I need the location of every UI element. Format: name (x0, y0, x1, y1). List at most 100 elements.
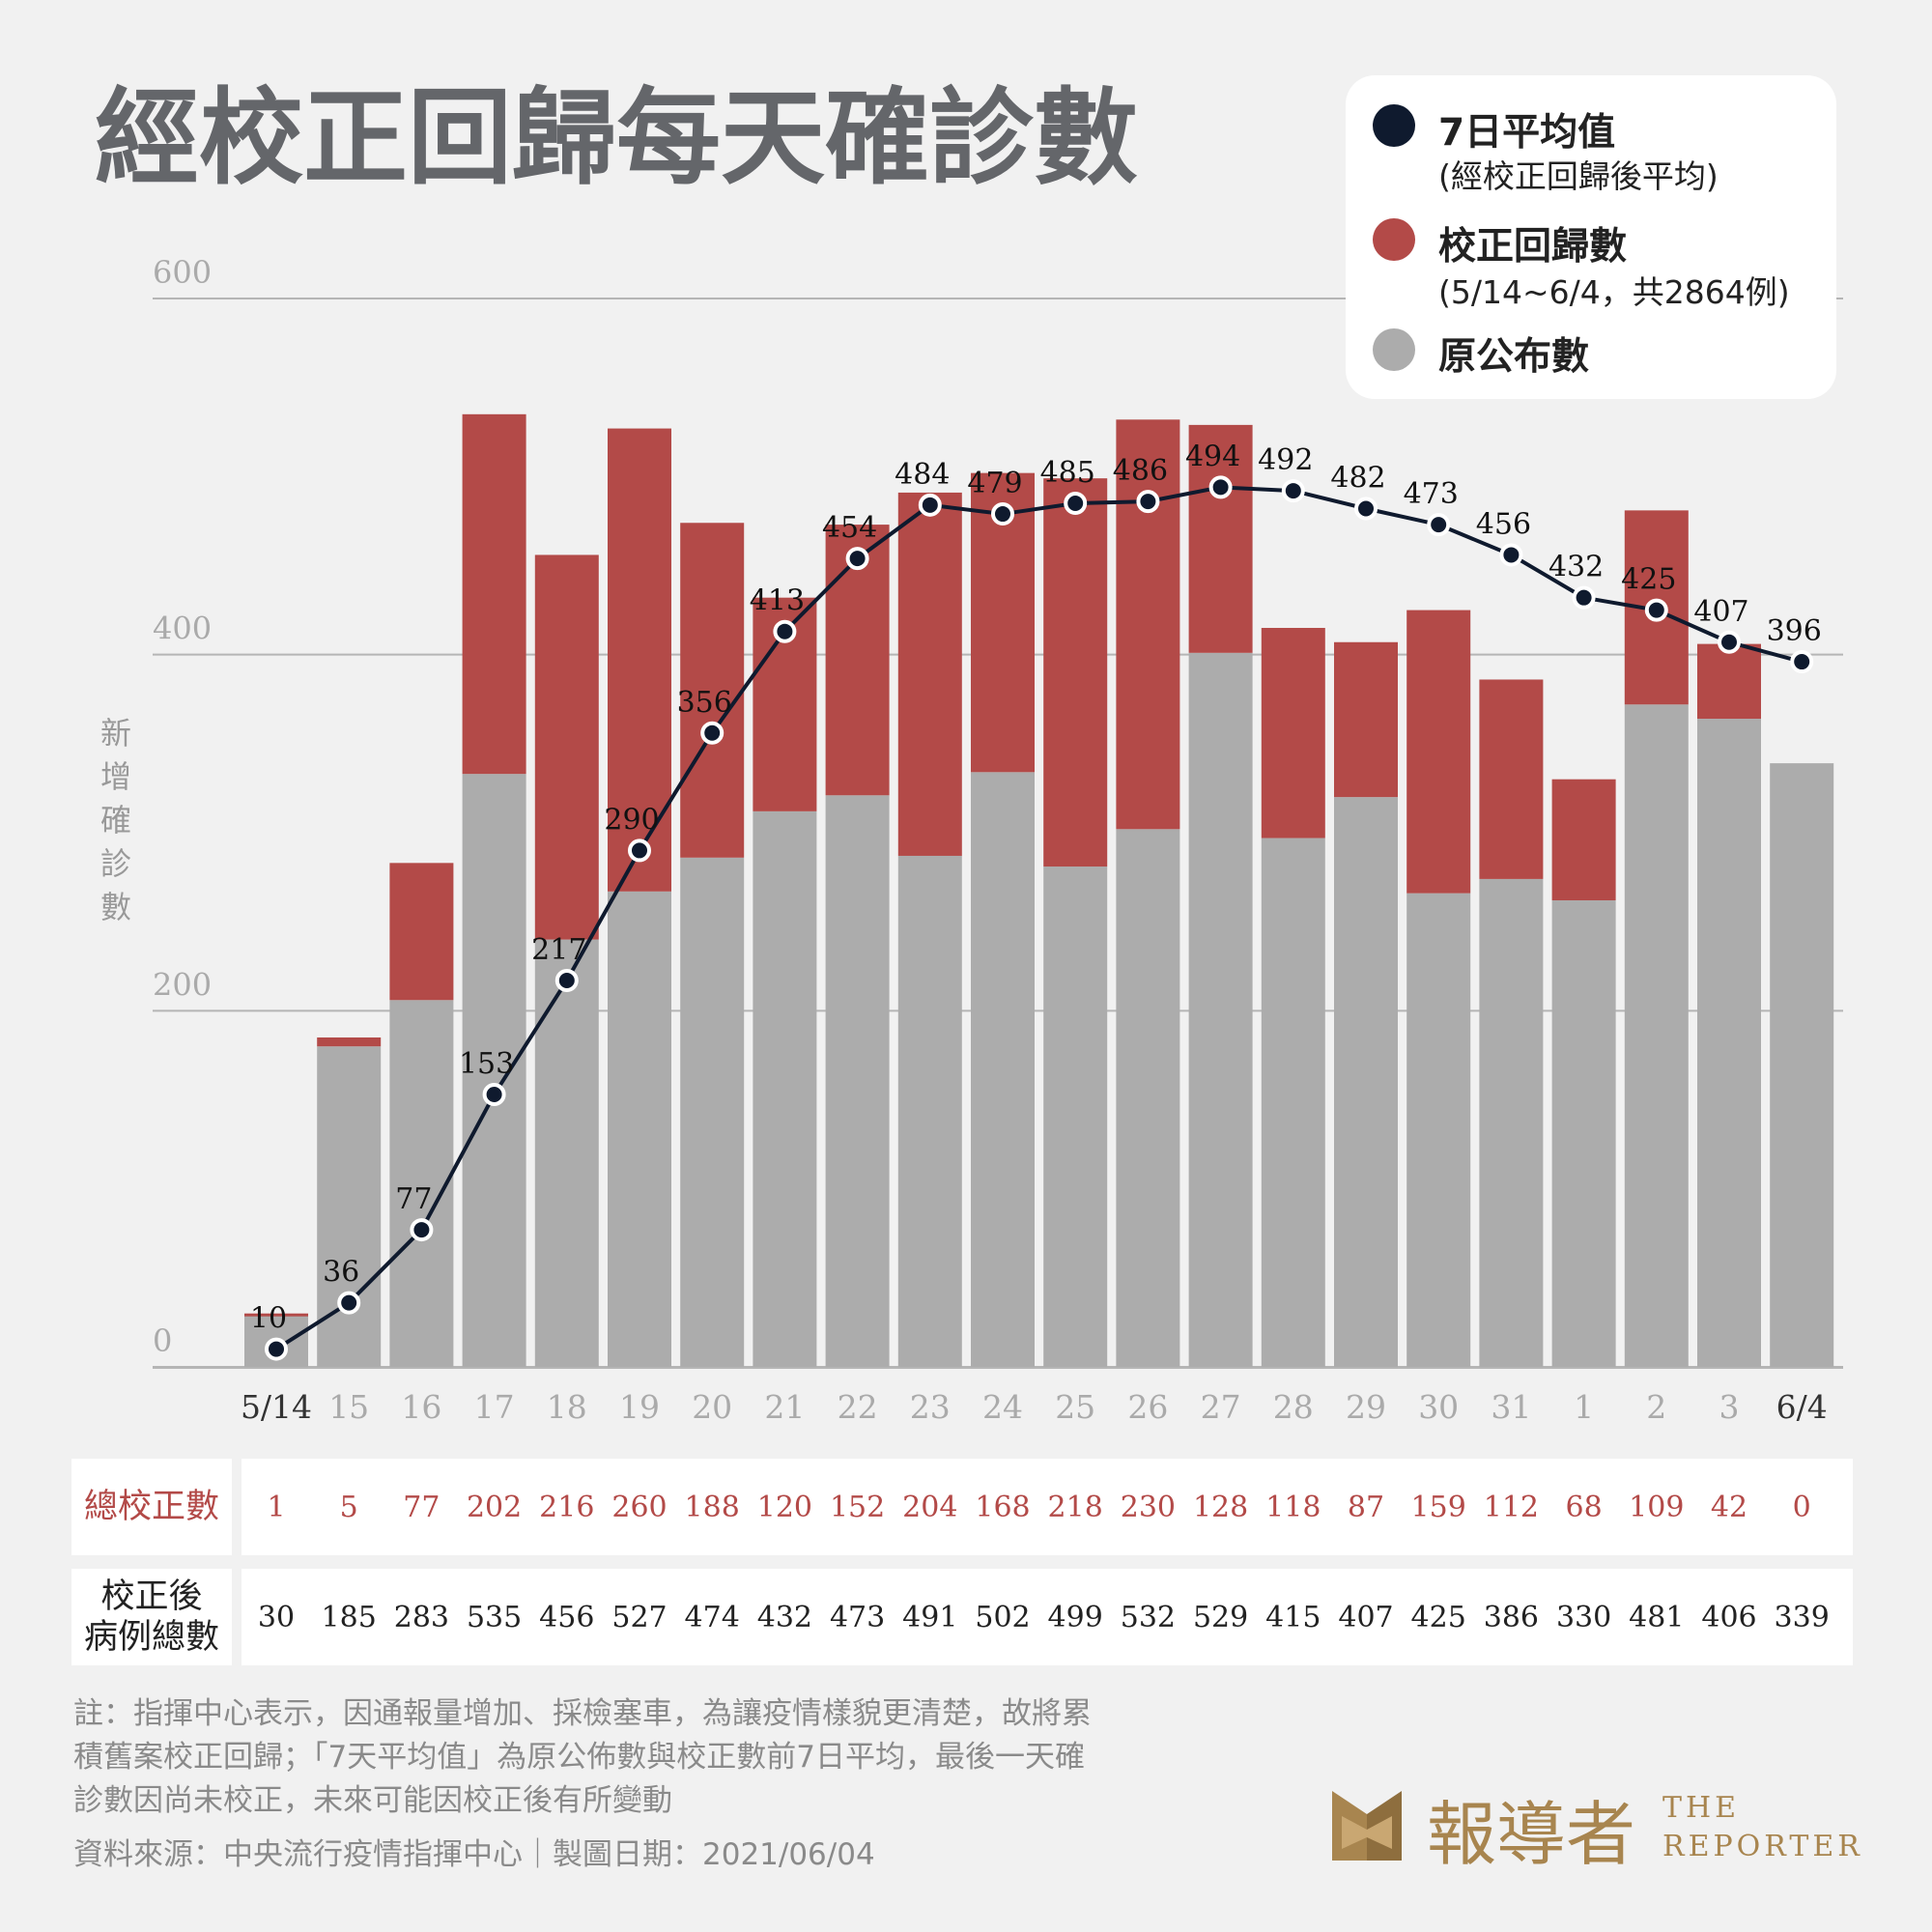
table-cell-backlog: 168 (975, 1490, 1031, 1524)
bar-original (389, 1000, 454, 1367)
x-tick-label: 27 (1201, 1388, 1241, 1426)
table-row-backlog: 總校正數 1 5 77 202 216 260 188 120 152 204 168 218 230 1… (71, 1459, 1853, 1555)
bar-backlog (462, 413, 526, 775)
y-axis: 0 200 400 600 (153, 254, 212, 1359)
avg-point (845, 547, 869, 571)
table-cell-total: 499 (1047, 1600, 1103, 1634)
avg-data-label: 456 (1476, 507, 1531, 541)
x-tick-label: 16 (401, 1388, 441, 1426)
table-cell-total: 283 (393, 1600, 450, 1634)
x-tick-label: 5/14 (241, 1388, 312, 1426)
row-head-total-line2: 病例總數 (83, 1618, 219, 1657)
table-cell-total: 481 (1629, 1600, 1685, 1634)
footnote-line: 積舊案校正回歸；「7天平均值」為原公佈數與校正數前7日平均，最後一天確 (73, 1740, 1085, 1775)
avg-data-label: 494 (1185, 440, 1240, 473)
avg-point (991, 502, 1014, 526)
table-cell-backlog: 120 (756, 1490, 813, 1524)
table-cell-backlog: 77 (403, 1490, 440, 1524)
x-tick-label: 3 (1719, 1388, 1740, 1426)
avg-point (1354, 497, 1378, 521)
bar-original (1770, 763, 1834, 1367)
row-head-backlog: 總校正數 (71, 1459, 232, 1555)
table-cell-backlog: 260 (611, 1490, 668, 1524)
table-cell-backlog: 5 (339, 1490, 358, 1524)
avg-data-label: 10 (250, 1302, 287, 1336)
x-tick-label: 24 (982, 1388, 1023, 1426)
table-cell-backlog: 128 (1192, 1490, 1249, 1524)
table-row-total: 校正後 病例總數 30 185 283 535 456 527 474 432 473 491 50… (71, 1569, 1853, 1665)
avg-data-label: 36 (323, 1256, 359, 1290)
bar-backlog (534, 554, 599, 940)
table-cell-total: 30 (257, 1600, 296, 1634)
table-cell-backlog: 159 (1410, 1490, 1466, 1524)
avg-point (1136, 490, 1160, 514)
y-tick-label: 200 (153, 966, 212, 1003)
y-axis-label: 新增確診數 (100, 715, 131, 925)
avg-data-label: 485 (1040, 456, 1095, 490)
avg-line: 10 36 77 153 217 290 356 413 454 484 479 485 486 494 4… (250, 440, 1822, 1361)
x-tick-label: 19 (619, 1388, 660, 1426)
x-tick-label: 21 (764, 1388, 805, 1426)
avg-point (265, 1337, 288, 1361)
row-head-total: 校正後 病例總數 (71, 1569, 232, 1665)
bar-original (1697, 719, 1761, 1367)
x-tick-label: 31 (1491, 1388, 1531, 1426)
table-cell-total: 425 (1410, 1600, 1466, 1634)
avg-data-label: 407 (1693, 595, 1748, 629)
source-text: 資料來源：中央流行疫情指揮中心｜製圖日期：2021/06/04 (73, 1837, 875, 1872)
legend-dot-backlog-icon (1373, 218, 1415, 261)
y-tick-label: 600 (153, 254, 212, 291)
bar-backlog (680, 523, 745, 858)
table-cell-backlog: 109 (1629, 1490, 1685, 1524)
table-cell-total: 386 (1483, 1600, 1540, 1634)
avg-point (482, 1082, 506, 1106)
bar-original (1406, 893, 1471, 1367)
avg-data-label: 153 (459, 1047, 514, 1081)
bar-original (680, 857, 745, 1367)
x-tick-label: 26 (1127, 1388, 1168, 1426)
avg-data-label: 492 (1258, 443, 1313, 477)
bar-backlog (1334, 641, 1398, 798)
table-cell-backlog: 216 (539, 1490, 595, 1524)
x-tick-label: 18 (547, 1388, 587, 1426)
x-tick-label: 2 (1646, 1388, 1666, 1426)
bar-original (608, 891, 671, 1367)
table-cell-total: 406 (1701, 1600, 1757, 1634)
logo-en-the: THE (1662, 1791, 1741, 1825)
bar-original (534, 939, 599, 1367)
table-cell-total: 532 (1120, 1600, 1177, 1634)
bar-backlog (1551, 779, 1616, 901)
table-cell-backlog: 152 (829, 1490, 886, 1524)
avg-data-label: 482 (1330, 462, 1385, 496)
avg-data-label: 425 (1621, 563, 1676, 597)
bar-original (1551, 900, 1616, 1367)
y-tick-label: 400 (153, 611, 212, 647)
bar-backlog (1406, 610, 1471, 894)
x-tick-label: 25 (1055, 1388, 1095, 1426)
bar-backlog (1697, 643, 1761, 720)
logo-cn: 報導者 (1427, 1794, 1636, 1875)
avg-data-label: 290 (604, 803, 659, 837)
x-tick-label: 17 (474, 1388, 515, 1426)
avg-data-label: 454 (822, 511, 877, 545)
table-cell-total: 407 (1338, 1600, 1394, 1634)
chart-title: 經校正回歸每天確診數 (95, 78, 1138, 199)
avg-point (1790, 650, 1814, 674)
legend-label-original: 原公布數 (1438, 335, 1590, 379)
x-tick-label: 28 (1273, 1388, 1314, 1426)
table-cell-total: 474 (684, 1600, 740, 1634)
x-tick-label: 23 (910, 1388, 951, 1426)
table-cell-total: 535 (466, 1600, 523, 1634)
avg-data-label: 217 (531, 933, 586, 967)
bar-original (1116, 829, 1180, 1367)
avg-point (1644, 598, 1668, 622)
table-cell-total: 185 (321, 1600, 377, 1634)
bar-original (825, 795, 890, 1367)
x-tick-label: 15 (328, 1388, 369, 1426)
avg-data-label: 432 (1548, 551, 1604, 584)
avg-point (628, 838, 651, 863)
table-cell-backlog: 42 (1710, 1490, 1748, 1524)
bar-original (1334, 797, 1398, 1367)
avg-point (1064, 491, 1088, 515)
table-cell-backlog: 87 (1347, 1490, 1385, 1524)
